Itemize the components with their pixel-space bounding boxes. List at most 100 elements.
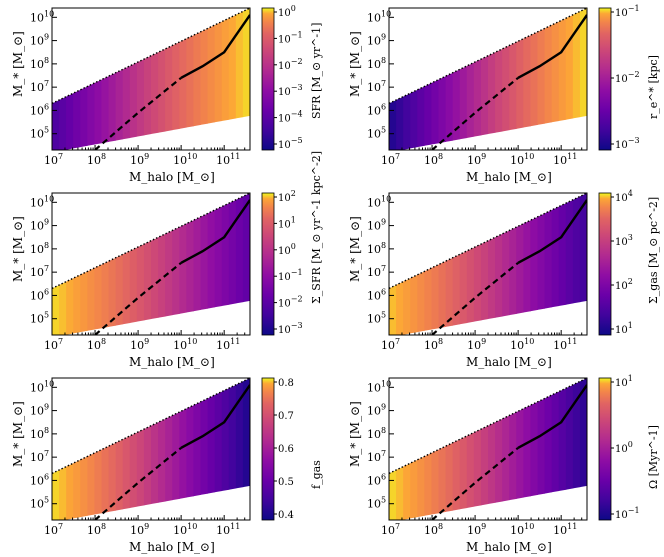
colorbar-tick-label: 10−4 [278,110,303,125]
color-band [530,216,538,312]
colorbar: 0.8 0.7 0.6 0.5 0.4 f_gas [261,377,323,521]
colorbar-tick-label: 10−1 [615,506,640,521]
colorbar-gradient [261,377,275,521]
color-band [108,72,117,142]
x-tick-label: 107 [381,337,400,352]
x-tick-label: 1011 [553,522,577,537]
colorbar-tick-label: 100 [278,4,296,19]
colorbar-tick-label: 10−3 [278,321,303,336]
panel-row3-right: 107 108 109 1010 1011 105 106 107 108 109 1010 M_ha… [348,374,660,554]
color-band [509,42,517,131]
color-band [544,25,553,124]
color-band [115,254,124,326]
colorbar: 101 100 10−1 Ω [Myr^-1] [598,374,660,521]
colorbar-label: r_e^* [kpc] [647,55,660,119]
x-tick-label: 109 [467,152,486,167]
colorbar-tick-label: 10−2 [615,70,640,85]
colorbar-tick-label: 100 [615,440,633,455]
color-band [445,442,454,512]
relation-dashed-line [431,76,519,150]
x-tick-label: 108 [424,152,443,167]
color-band [424,452,432,516]
color-band [172,42,180,131]
color-band [122,65,131,140]
color-band [200,213,209,310]
color-band [565,384,574,490]
color-band [438,76,447,144]
color-band [473,59,482,137]
x-tick-label: 1011 [216,152,240,167]
y-tick-label: 109 [367,33,386,48]
color-band [452,69,461,141]
plot-area [389,193,587,335]
x-axis-label: M_halo [M_⊙] [129,355,215,369]
color-band [530,31,538,127]
color-band [158,233,166,318]
x-tick-label: 107 [44,152,63,167]
colorbar-tick-label: 0.5 [278,477,294,488]
x-axis-label: M_halo [M_⊙] [129,170,215,184]
upper-limit-line [389,8,587,105]
color-band [207,395,216,494]
plot-area [389,378,587,520]
y-tick-label: 106 [30,472,49,487]
color-band [396,466,404,520]
color-band [516,38,524,129]
relation-solid-line [180,14,250,79]
color-band [410,459,418,519]
color-band [242,378,250,488]
colorbar-label: SFR [M_⊙ yr^-1] [310,23,323,119]
color-band [466,247,475,323]
y-tick-label: 1010 [367,379,391,394]
upper-limit-line [52,8,250,105]
y-tick-label: 105 [367,311,386,326]
colorbar-tick-label: 10−3 [278,83,303,98]
color-band [495,48,503,133]
color-band [403,93,411,150]
color-band [87,267,95,331]
x-tick-label: 107 [381,152,400,167]
x-tick-label: 109 [130,522,149,537]
color-band [80,86,88,148]
colorbar-tick-label: 102 [278,189,296,204]
x-tick-label: 1010 [173,337,197,352]
color-band [459,435,468,510]
color-band [221,18,230,122]
color-band [235,196,244,304]
upper-limit-line [52,378,250,475]
colorbar-tick-label: 0.6 [278,444,294,455]
color-band [235,11,244,119]
relation-solid-line [517,14,587,79]
color-band [87,452,95,516]
color-band [179,38,187,129]
y-axis-label: M_* [M_⊙] [348,401,362,467]
x-tick-label: 1011 [553,152,577,167]
color-band [516,408,524,499]
colorbar-label: Σ_SFR [M_⊙ yr^-1 kpc^-2] [310,151,323,304]
color-band [101,446,110,514]
x-tick-label: 108 [87,522,106,537]
color-band [523,220,531,313]
color-band [151,237,159,320]
y-tick-label: 1010 [367,9,391,24]
color-band [179,408,187,499]
color-band [396,281,404,335]
y-tick-label: 109 [30,218,49,233]
color-band [52,470,60,520]
relation-solid-line [180,384,250,449]
colorbar-label: f_gas [310,460,323,489]
y-tick-label: 108 [367,426,386,441]
color-band [193,31,201,127]
color-band [466,62,475,138]
color-band [242,8,250,118]
y-tick-label: 106 [30,287,49,302]
color-band [410,274,418,334]
color-band [165,415,173,502]
panel-row2-left: 107 108 109 1010 1011 105 106 107 108 109 1010 M_ha… [11,151,323,369]
color-band [186,220,194,313]
y-tick-label: 105 [367,496,386,511]
y-tick-label: 107 [30,79,49,94]
x-tick-label: 108 [87,337,106,352]
color-band [572,11,581,119]
colorbar-gradient [598,192,612,336]
